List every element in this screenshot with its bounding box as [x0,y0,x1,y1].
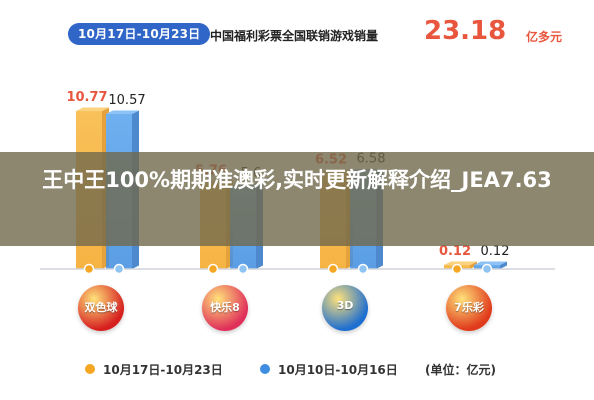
value-label-current-0: 10.77 [66,90,107,105]
legend-label-previous: 10月10日-10月16日 [278,363,398,377]
date-range-pill: 10月17日-10月23日 [68,23,211,45]
baseline-marker-current-2 [327,263,339,275]
baseline-marker-previous-3 [481,263,493,275]
bar-top-previous-3 [474,261,507,265]
baseline-marker-previous-1 [237,263,249,275]
legend-dot-current [85,364,95,374]
bar-side-current-3 [470,261,477,269]
baseline-marker-previous-2 [357,263,369,275]
total-sales-unit: 亿多元 [526,30,563,44]
bar-top-previous-0 [106,110,139,114]
header-title: 中国福利彩票全国联销游戏销量 [210,29,379,43]
bar-side-previous-3 [500,261,507,269]
lottery-logo-text-3: 7乐彩 [454,301,484,314]
lottery-logo-2: 3D [322,285,368,331]
baseline-marker-previous-0 [113,263,125,275]
baseline-markers-group [83,263,493,275]
bar-top-current-0 [76,107,109,112]
legend-unit: (单位：亿元) [425,363,496,377]
lottery-logo-text-0: 双色球 [84,301,118,314]
bar-top-current-3 [444,261,477,265]
baseline-marker-current-3 [451,263,463,275]
overlay-banner [0,152,594,246]
lottery-logo-1: 快乐8 [202,285,248,331]
baseline-marker-current-0 [83,263,95,275]
value-label-previous-3: 0.12 [481,244,510,259]
lottery-logo-text-2: 3D [336,299,354,312]
legend-label-current: 10月17日-10月23日 [103,363,223,377]
header: 10月17日-10月23日 中国福利彩票全国联销游戏销量 23.18 亿多元 [0,0,594,66]
overlay-headline: 王中王100%期期准澳彩,实时更新解释介绍_JEA7.63 [42,168,552,192]
lottery-logo-0: 双色球 [78,285,124,331]
value-label-current-3: 0.12 [439,244,471,259]
value-label-previous-0: 10.57 [108,93,145,108]
total-sales-value: 23.18 [424,16,507,46]
lottery-logo-text-1: 快乐8 [210,301,240,314]
legend-dot-previous [260,364,270,374]
legend: 10月17日-10月23日 10月10日-10月16日 (单位：亿元) [85,358,525,380]
baseline-marker-current-1 [207,263,219,275]
lottery-logo-3: 7乐彩 [446,285,492,331]
